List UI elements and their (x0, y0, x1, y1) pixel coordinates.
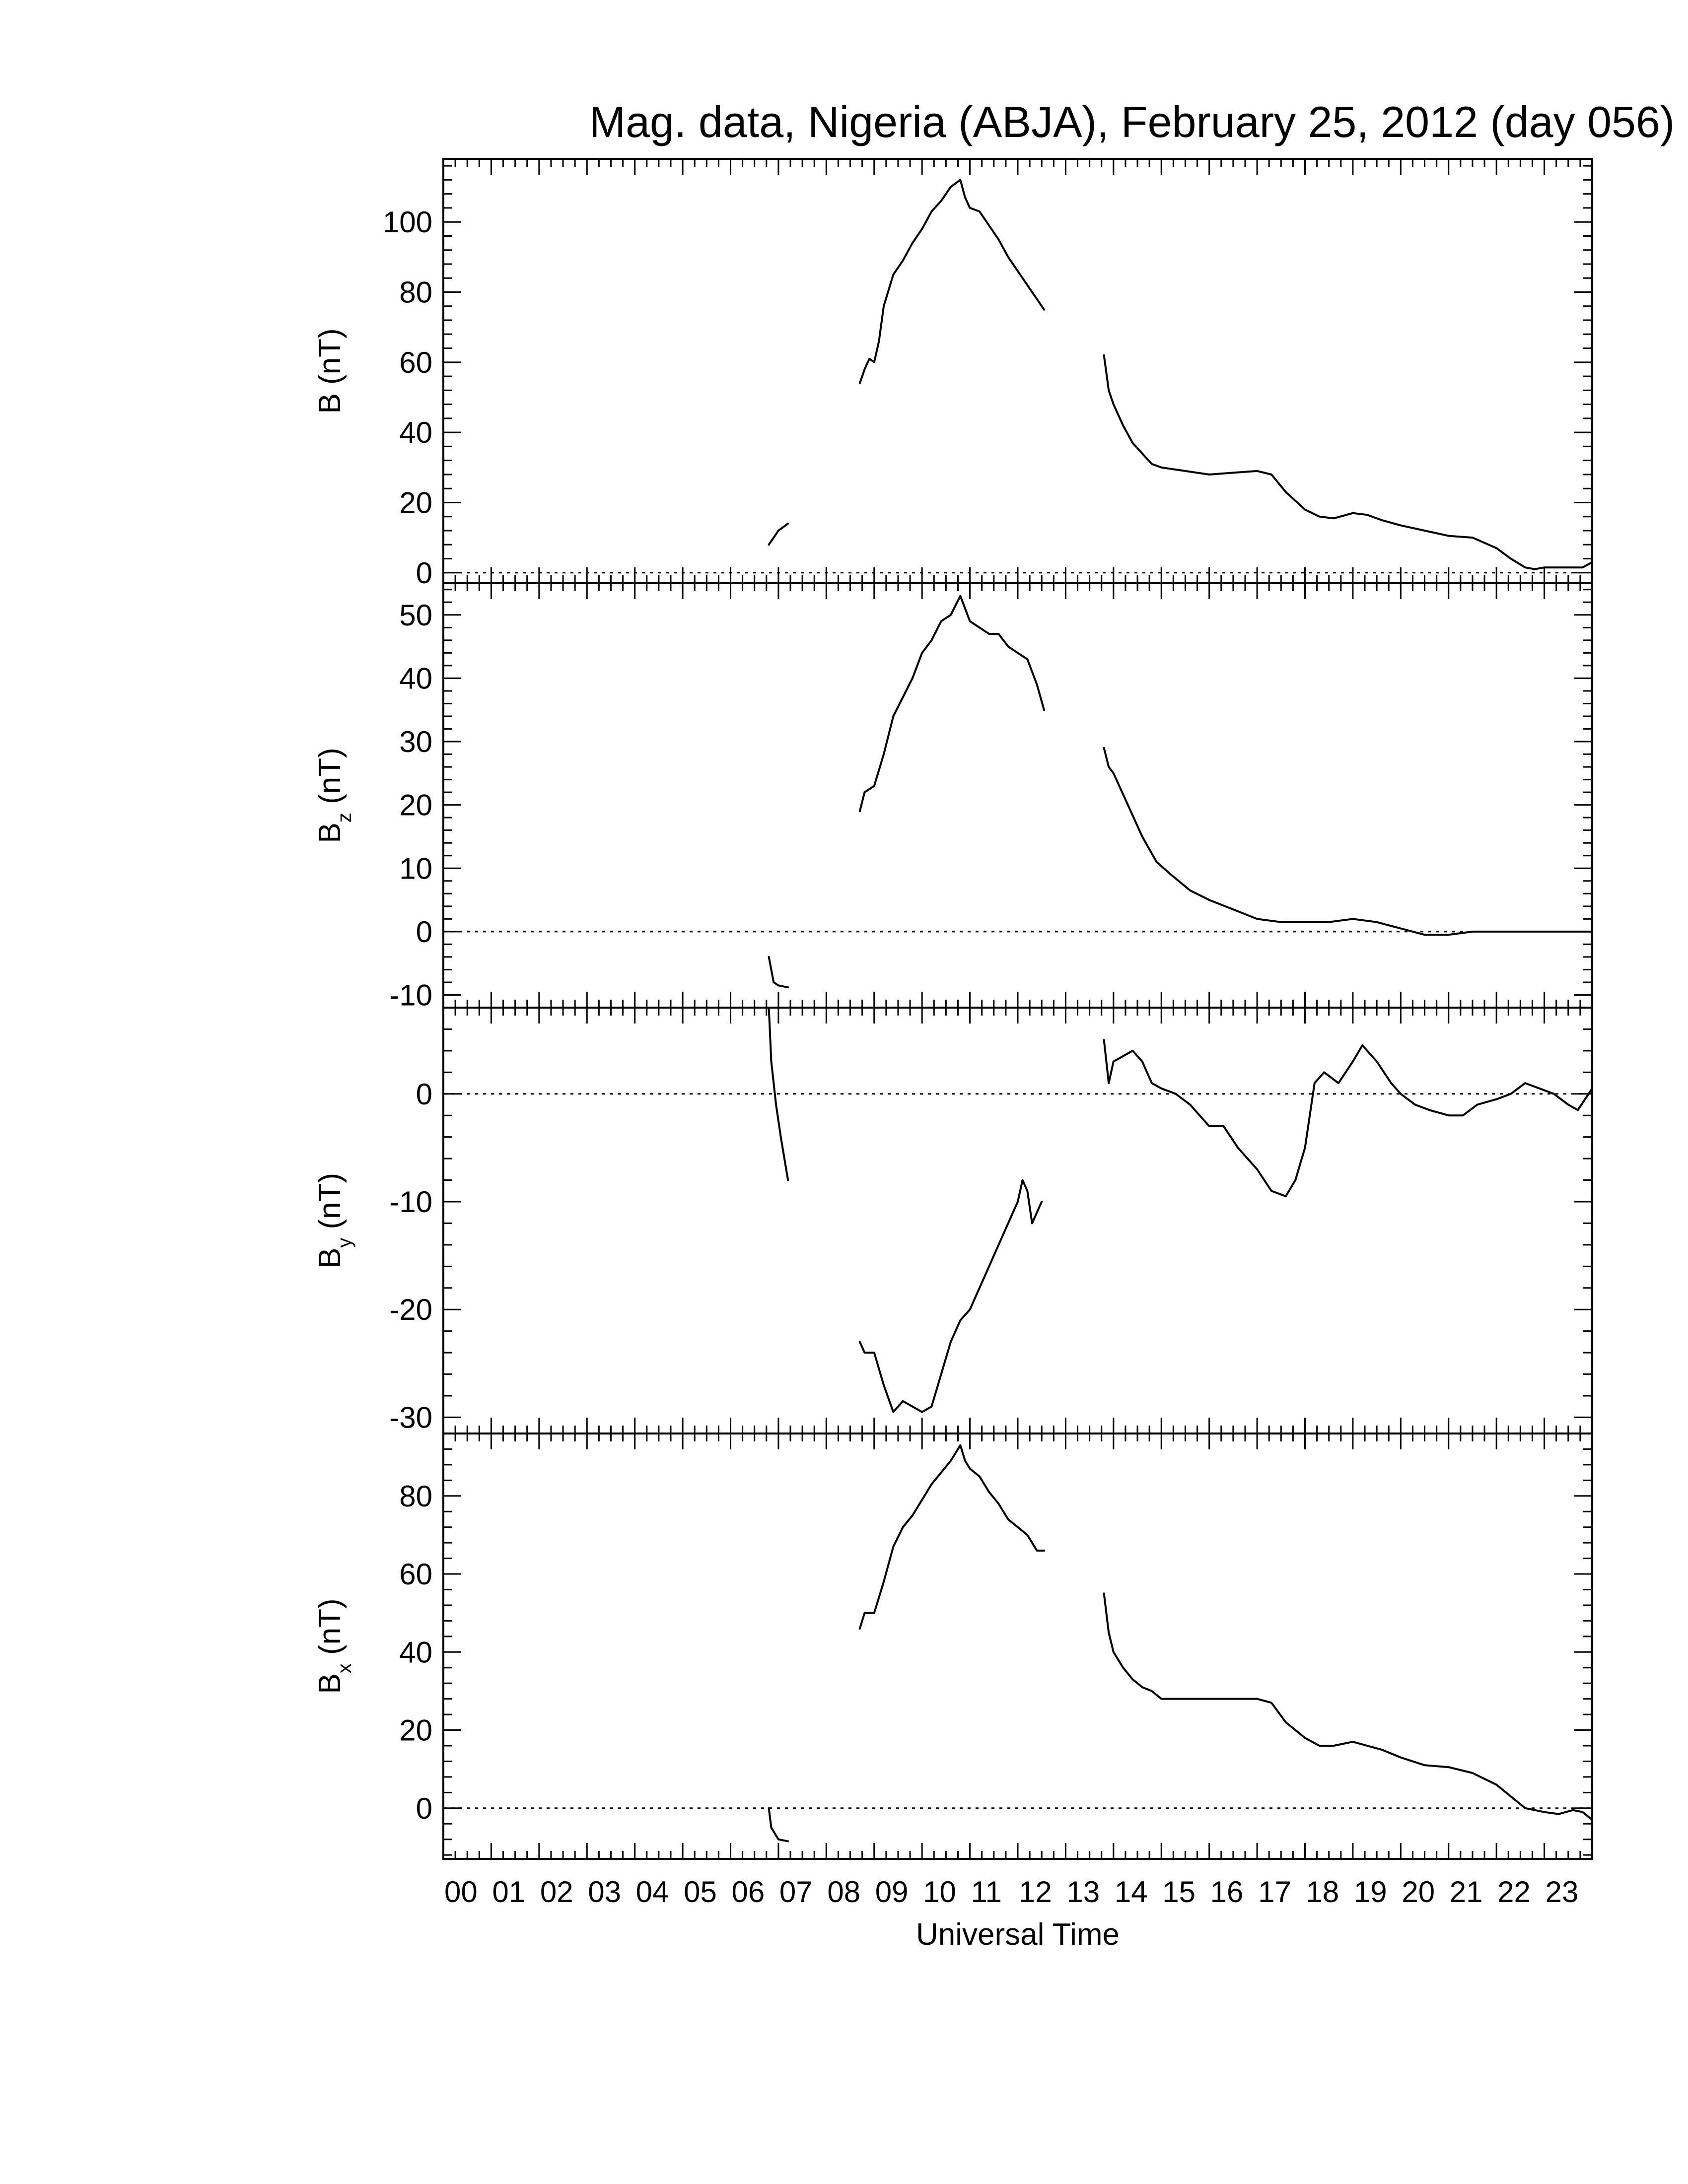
x-tick-label: 16 (1210, 1875, 1244, 1909)
x-tick-label: 20 (1402, 1875, 1435, 1909)
y-tick-label: 100 (383, 205, 432, 239)
y-tick-label: 80 (399, 276, 432, 309)
y-tick-label: 0 (416, 915, 432, 949)
panel-frame (442, 1433, 1593, 1860)
y-tick-label: 40 (399, 1636, 432, 1669)
data-trace-by (858, 1179, 1043, 1413)
x-tick-labels: 00 01 02 03 04 05 06 07 08 09 10 11 12 13 14 15 16 17 18 19… (444, 1875, 1578, 1909)
y-tick-label: 40 (399, 416, 432, 449)
panel-frame (442, 158, 1593, 584)
x-tick-label: 15 (1162, 1875, 1196, 1909)
panel-b: 0 20 40 60 80 100 B (nT) (313, 158, 1593, 590)
panel-frame (442, 582, 1593, 1009)
data-trace-b (768, 522, 789, 546)
x-tick-label: 02 (540, 1875, 573, 1909)
panel-bx: 0 20 40 60 80 Bx (nT) (313, 1433, 1593, 1860)
x-axis-label: Universal Time (916, 1917, 1120, 1952)
x-tick-label: 12 (1019, 1875, 1052, 1909)
x-tick-label: 22 (1497, 1875, 1531, 1909)
y-tick-label: 80 (399, 1480, 432, 1513)
data-trace-bz (1103, 747, 1593, 936)
y-tick-label: 0 (416, 1792, 432, 1825)
x-tick-label: 18 (1306, 1875, 1339, 1909)
x-tick-label: 09 (875, 1875, 909, 1909)
panel-bz: -10 0 10 20 30 40 50 Bz (nT) (313, 582, 1593, 1012)
y-tick-label: -30 (389, 1401, 432, 1434)
x-tick-label: 21 (1450, 1875, 1483, 1909)
data-trace-b (1103, 354, 1593, 570)
y-tick-label: 20 (399, 789, 432, 822)
x-tick-label: 13 (1066, 1875, 1100, 1909)
x-tick-label: 05 (684, 1875, 717, 1909)
data-trace-b (858, 179, 1045, 385)
x-tick-label: 07 (779, 1875, 813, 1909)
x-tick-label: 08 (827, 1875, 860, 1909)
x-tick-label: 17 (1258, 1875, 1291, 1909)
panel-by: -30 -20 -10 0 By (nT) (313, 1007, 1593, 1434)
x-tick-label: 14 (1115, 1875, 1148, 1909)
y-axis-label: Bx (nT) (313, 1598, 355, 1694)
y-tick-label: 40 (399, 662, 432, 695)
y-tick-label: 30 (399, 725, 432, 758)
y-tick-label: -10 (389, 1185, 432, 1219)
data-trace-by (768, 1007, 789, 1181)
y-axis-label: By (nT) (313, 1173, 355, 1268)
y-axis-label: Bz (nT) (313, 748, 355, 843)
y-tick-label: 20 (399, 1714, 432, 1747)
data-trace-bx (858, 1444, 1045, 1630)
y-tick-label: 10 (399, 852, 432, 885)
data-trace-by (1103, 1039, 1593, 1198)
y-tick-label: 0 (416, 1078, 432, 1111)
x-tick-label: 11 (971, 1875, 1002, 1909)
data-trace-bx (768, 1807, 789, 1843)
x-tick-label: 10 (923, 1875, 956, 1909)
data-trace-bz (768, 956, 789, 989)
data-trace-bx (1103, 1592, 1593, 1821)
y-tick-label: -10 (389, 978, 432, 1012)
y-tick-label: 0 (416, 556, 432, 590)
x-tick-label: 23 (1546, 1875, 1579, 1909)
x-tick-label: 03 (588, 1875, 621, 1909)
y-tick-label: 50 (399, 599, 432, 632)
chart-title: Mag. data, Nigeria (ABJA), February 25, … (589, 97, 1675, 146)
x-tick-label: 19 (1354, 1875, 1387, 1909)
y-tick-label: -20 (389, 1293, 432, 1326)
x-tick-label: 04 (636, 1875, 669, 1909)
x-tick-label: 01 (492, 1875, 525, 1909)
panel-frame (442, 1007, 1593, 1434)
x-tick-label: 00 (444, 1875, 478, 1909)
y-tick-label: 60 (399, 1558, 432, 1591)
x-tick-label: 06 (732, 1875, 765, 1909)
y-tick-label: 60 (399, 346, 432, 379)
y-axis-label: B (nT) (313, 328, 347, 413)
y-tick-label: 20 (399, 486, 432, 519)
data-trace-bz (858, 595, 1045, 813)
